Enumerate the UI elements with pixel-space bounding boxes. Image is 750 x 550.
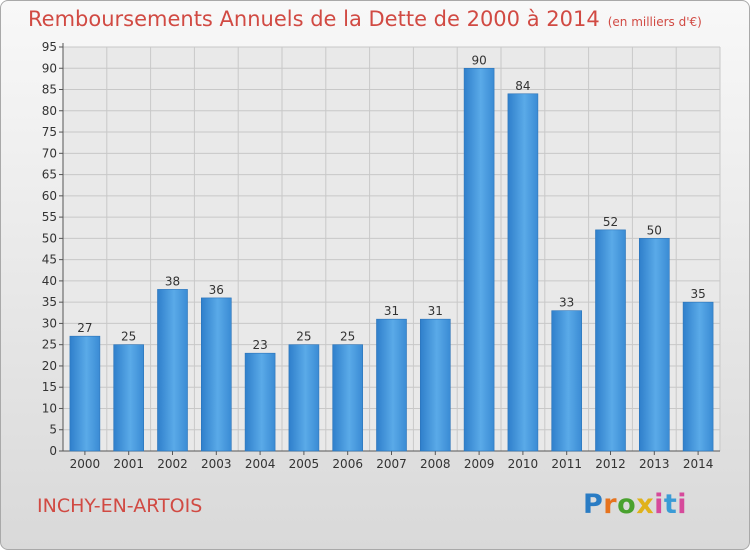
value-label: 23 bbox=[252, 338, 267, 352]
bar-2003[interactable] bbox=[201, 297, 232, 452]
value-label: 35 bbox=[690, 287, 705, 301]
bar-2008[interactable] bbox=[419, 318, 451, 452]
y-tick-label: 70 bbox=[42, 146, 57, 160]
y-tick-label: 85 bbox=[42, 83, 57, 97]
y-tick-label: 35 bbox=[42, 295, 57, 309]
x-tick-label: 2011 bbox=[551, 457, 582, 471]
y-tick-label: 25 bbox=[42, 338, 57, 352]
bar-2000[interactable] bbox=[69, 335, 101, 452]
x-tick-label: 2010 bbox=[508, 457, 539, 471]
y-tick-label: 95 bbox=[42, 40, 57, 54]
value-label: 38 bbox=[165, 274, 180, 288]
x-tick-label: 2013 bbox=[639, 457, 670, 471]
y-tick-label: 15 bbox=[42, 380, 57, 394]
y-tick-label: 55 bbox=[42, 210, 57, 224]
x-tick-label: 2007 bbox=[376, 457, 407, 471]
x-tick-label: 2008 bbox=[420, 457, 451, 471]
x-tick-label: 2000 bbox=[70, 457, 101, 471]
bar-2005[interactable] bbox=[288, 344, 320, 452]
commune-name: INCHY-EN-ARTOIS bbox=[37, 495, 203, 517]
bar-2007[interactable] bbox=[376, 318, 407, 452]
chart-title-text: Remboursements Annuels de la Dette de 20… bbox=[28, 7, 600, 31]
bar-2014[interactable] bbox=[682, 301, 714, 452]
y-tick-label: 90 bbox=[42, 61, 57, 75]
y-tick-label: 40 bbox=[42, 274, 57, 288]
value-label: 84 bbox=[515, 79, 530, 93]
y-tick-label: 80 bbox=[42, 104, 57, 118]
value-label: 31 bbox=[384, 304, 399, 318]
value-label: 31 bbox=[428, 304, 443, 318]
y-tick-label: 65 bbox=[42, 168, 57, 182]
value-label: 52 bbox=[603, 215, 618, 229]
y-tick-label: 75 bbox=[42, 125, 57, 139]
y-tick-label: 30 bbox=[42, 316, 57, 330]
value-label: 27 bbox=[77, 321, 92, 335]
x-tick-label: 2004 bbox=[245, 457, 276, 471]
x-tick-label: 2012 bbox=[595, 457, 626, 471]
x-tick-label: 2014 bbox=[683, 457, 714, 471]
value-label: 36 bbox=[209, 283, 224, 297]
x-tick-label: 2001 bbox=[113, 457, 144, 471]
y-tick-label: 20 bbox=[42, 359, 57, 373]
bar-2006[interactable] bbox=[332, 344, 364, 452]
x-tick-label: 2002 bbox=[157, 457, 188, 471]
value-label: 33 bbox=[559, 296, 574, 310]
bar-2004[interactable] bbox=[244, 352, 276, 452]
x-tick-label: 2009 bbox=[464, 457, 495, 471]
bar-2001[interactable] bbox=[113, 344, 144, 452]
labels: 0 5 10 15 20 25 30 35 40 45 50 55 60 65 70 75 80 85 90 95 27… bbox=[42, 40, 714, 471]
bar-2011[interactable] bbox=[551, 310, 583, 452]
y-tick-label: 60 bbox=[42, 189, 57, 203]
x-tick-label: 2006 bbox=[332, 457, 363, 471]
value-label: 50 bbox=[647, 223, 662, 237]
bar-2002[interactable] bbox=[157, 289, 188, 452]
value-label: 90 bbox=[471, 53, 486, 67]
x-tick-label: 2003 bbox=[201, 457, 232, 471]
chart-subtitle: (en milliers d'€) bbox=[607, 15, 702, 29]
value-label: 25 bbox=[121, 330, 136, 344]
proxiti-logo[interactable]: Proxiti bbox=[583, 489, 688, 520]
chart-title: Remboursements Annuels de la Dette de 20… bbox=[28, 7, 702, 31]
y-tick-label: 50 bbox=[42, 231, 57, 245]
bar-2013[interactable] bbox=[638, 238, 670, 452]
bar-2009[interactable] bbox=[463, 67, 495, 452]
bar-2012[interactable] bbox=[595, 229, 626, 452]
y-tick-label: 0 bbox=[49, 444, 57, 458]
bars bbox=[69, 67, 714, 452]
y-tick-label: 10 bbox=[42, 401, 57, 415]
y-tick-label: 45 bbox=[42, 253, 57, 267]
x-tick-label: 2005 bbox=[289, 457, 320, 471]
bar-2010[interactable] bbox=[507, 93, 539, 452]
value-label: 25 bbox=[296, 330, 311, 344]
value-label: 25 bbox=[340, 330, 355, 344]
y-tick-label: 5 bbox=[49, 423, 57, 437]
